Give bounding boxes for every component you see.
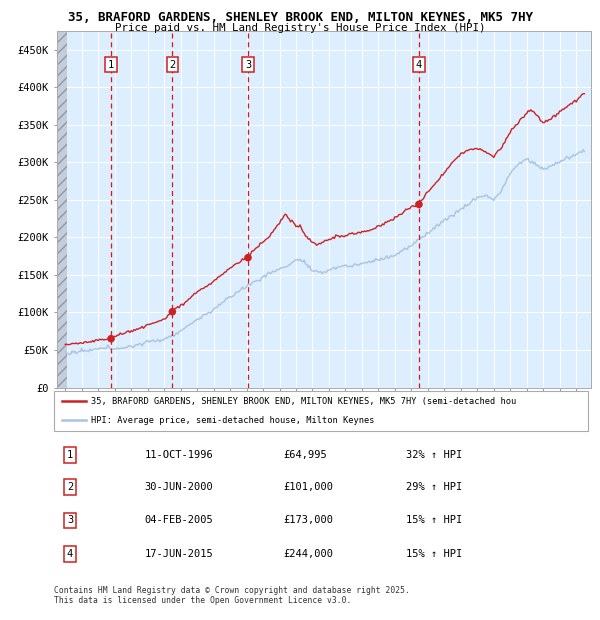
Text: Contains HM Land Registry data © Crown copyright and database right 2025.
This d: Contains HM Land Registry data © Crown c…	[54, 586, 410, 605]
Text: 35, BRAFORD GARDENS, SHENLEY BROOK END, MILTON KEYNES, MK5 7HY: 35, BRAFORD GARDENS, SHENLEY BROOK END, …	[67, 11, 533, 24]
Text: Price paid vs. HM Land Registry's House Price Index (HPI): Price paid vs. HM Land Registry's House …	[115, 23, 485, 33]
Point	[106, 334, 116, 343]
Text: 3: 3	[245, 60, 251, 70]
Text: 30-JUN-2000: 30-JUN-2000	[145, 482, 214, 492]
Text: £244,000: £244,000	[284, 549, 334, 559]
Text: 11-OCT-1996: 11-OCT-1996	[145, 450, 214, 460]
Text: 2: 2	[67, 482, 73, 492]
Text: £101,000: £101,000	[284, 482, 334, 492]
Text: 17-JUN-2015: 17-JUN-2015	[145, 549, 214, 559]
Text: £64,995: £64,995	[284, 450, 328, 460]
Text: 15% ↑ HPI: 15% ↑ HPI	[406, 515, 463, 526]
Text: 3: 3	[67, 515, 73, 526]
Text: HPI: Average price, semi-detached house, Milton Keynes: HPI: Average price, semi-detached house,…	[91, 415, 375, 425]
Text: 29% ↑ HPI: 29% ↑ HPI	[406, 482, 463, 492]
Text: 4: 4	[416, 60, 422, 70]
Text: 4: 4	[67, 549, 73, 559]
Point	[243, 253, 253, 263]
Text: 2: 2	[169, 60, 175, 70]
Point	[414, 200, 424, 210]
Text: 32% ↑ HPI: 32% ↑ HPI	[406, 450, 463, 460]
Text: 04-FEB-2005: 04-FEB-2005	[145, 515, 214, 526]
Text: 1: 1	[67, 450, 73, 460]
Bar	[57, 31, 67, 388]
Text: £173,000: £173,000	[284, 515, 334, 526]
Text: 35, BRAFORD GARDENS, SHENLEY BROOK END, MILTON KEYNES, MK5 7HY (semi-detached ho: 35, BRAFORD GARDENS, SHENLEY BROOK END, …	[91, 397, 517, 406]
Text: 15% ↑ HPI: 15% ↑ HPI	[406, 549, 463, 559]
Text: 1: 1	[108, 60, 114, 70]
Point	[167, 307, 177, 317]
